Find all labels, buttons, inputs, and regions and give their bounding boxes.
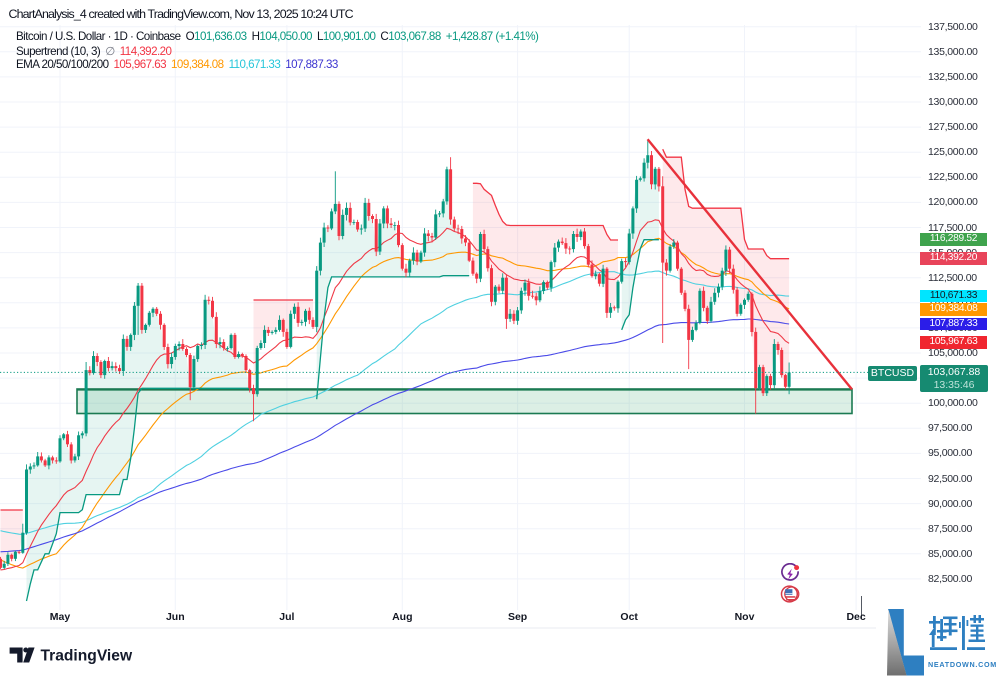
svg-text:TradingView: TradingView <box>41 648 133 665</box>
svg-text:NEATDOWN.COM: NEATDOWN.COM <box>928 660 997 669</box>
